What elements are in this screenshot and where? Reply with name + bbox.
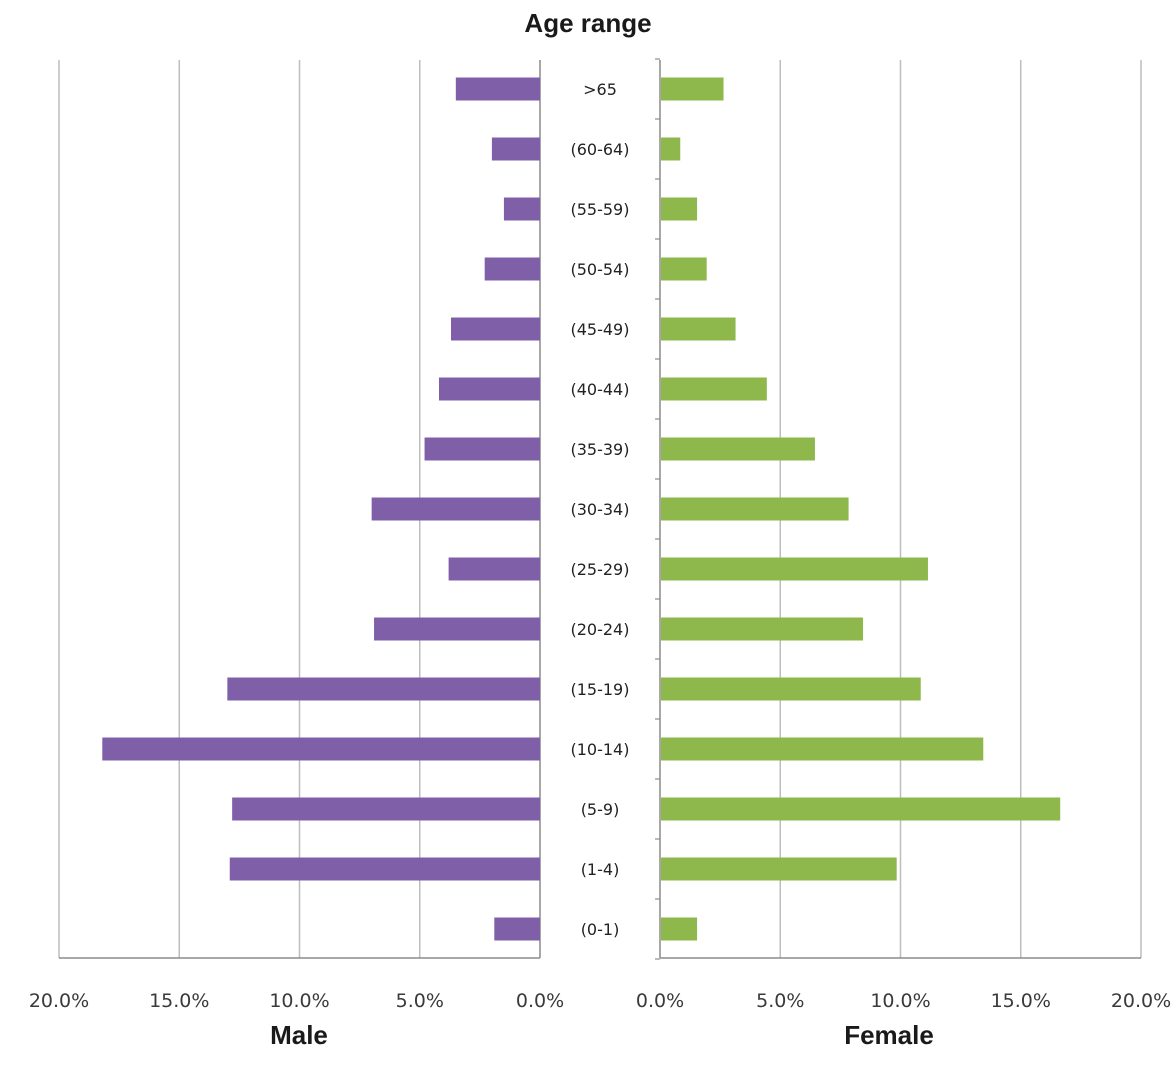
chart-title: Age range <box>524 8 652 38</box>
category-label: (30-34) <box>571 500 630 519</box>
female-bar <box>661 917 698 941</box>
female-bar <box>661 377 767 401</box>
category-label: (50-54) <box>571 260 630 279</box>
male-bar <box>229 857 540 881</box>
female-bar <box>661 197 698 221</box>
female-bar <box>661 437 815 461</box>
category-label: (15-19) <box>571 680 630 699</box>
male-bar <box>455 77 540 101</box>
female-axis-label: Female <box>844 1020 934 1050</box>
female-x-tick-label: 0.0% <box>636 990 684 1012</box>
female-x-tick-label: 15.0% <box>991 990 1051 1012</box>
category-label: (0-1) <box>581 920 620 939</box>
male-bar <box>448 557 540 581</box>
female-x-tick-label: 20.0% <box>1111 990 1171 1012</box>
female-bar <box>661 137 681 161</box>
category-label: (35-39) <box>571 440 630 459</box>
male-bar <box>494 917 540 941</box>
male-axis-label: Male <box>270 1020 328 1050</box>
female-bar <box>661 797 1061 821</box>
category-label: (25-29) <box>571 560 630 579</box>
male-x-tick-label: 0.0% <box>516 990 564 1012</box>
male-x-tick-label: 5.0% <box>396 990 444 1012</box>
male-bar <box>438 377 540 401</box>
female-bar <box>661 857 897 881</box>
male-x-tick-label: 10.0% <box>269 990 329 1012</box>
category-label: (55-59) <box>571 200 630 219</box>
male-x-tick-label: 15.0% <box>149 990 209 1012</box>
female-bar <box>661 77 724 101</box>
category-label: (60-64) <box>571 140 630 159</box>
female-x-tick-label: 10.0% <box>870 990 930 1012</box>
male-bar <box>491 137 540 161</box>
female-bar <box>661 317 736 341</box>
male-bar <box>102 737 540 761</box>
male-x-tick-label: 20.0% <box>29 990 89 1012</box>
female-bar <box>661 257 707 281</box>
female-bar <box>661 617 864 641</box>
male-bar <box>227 677 540 701</box>
female-bar <box>661 557 928 581</box>
category-label: (10-14) <box>571 740 630 759</box>
male-bar <box>232 797 540 821</box>
female-x-tick-label: 5.0% <box>756 990 804 1012</box>
category-label: (5-9) <box>581 800 620 819</box>
category-label: (40-44) <box>571 380 630 399</box>
male-bar <box>424 437 540 461</box>
category-label: (1-4) <box>581 860 620 879</box>
male-bar <box>484 257 540 281</box>
female-bar <box>661 737 984 761</box>
male-bar <box>374 617 540 641</box>
category-label: >65 <box>583 80 617 99</box>
male-bar <box>503 197 540 221</box>
category-label: (45-49) <box>571 320 630 339</box>
female-bar <box>661 497 849 521</box>
category-label: (20-24) <box>571 620 630 639</box>
female-bar <box>661 677 921 701</box>
male-bar <box>371 497 540 521</box>
male-bar <box>451 317 540 341</box>
